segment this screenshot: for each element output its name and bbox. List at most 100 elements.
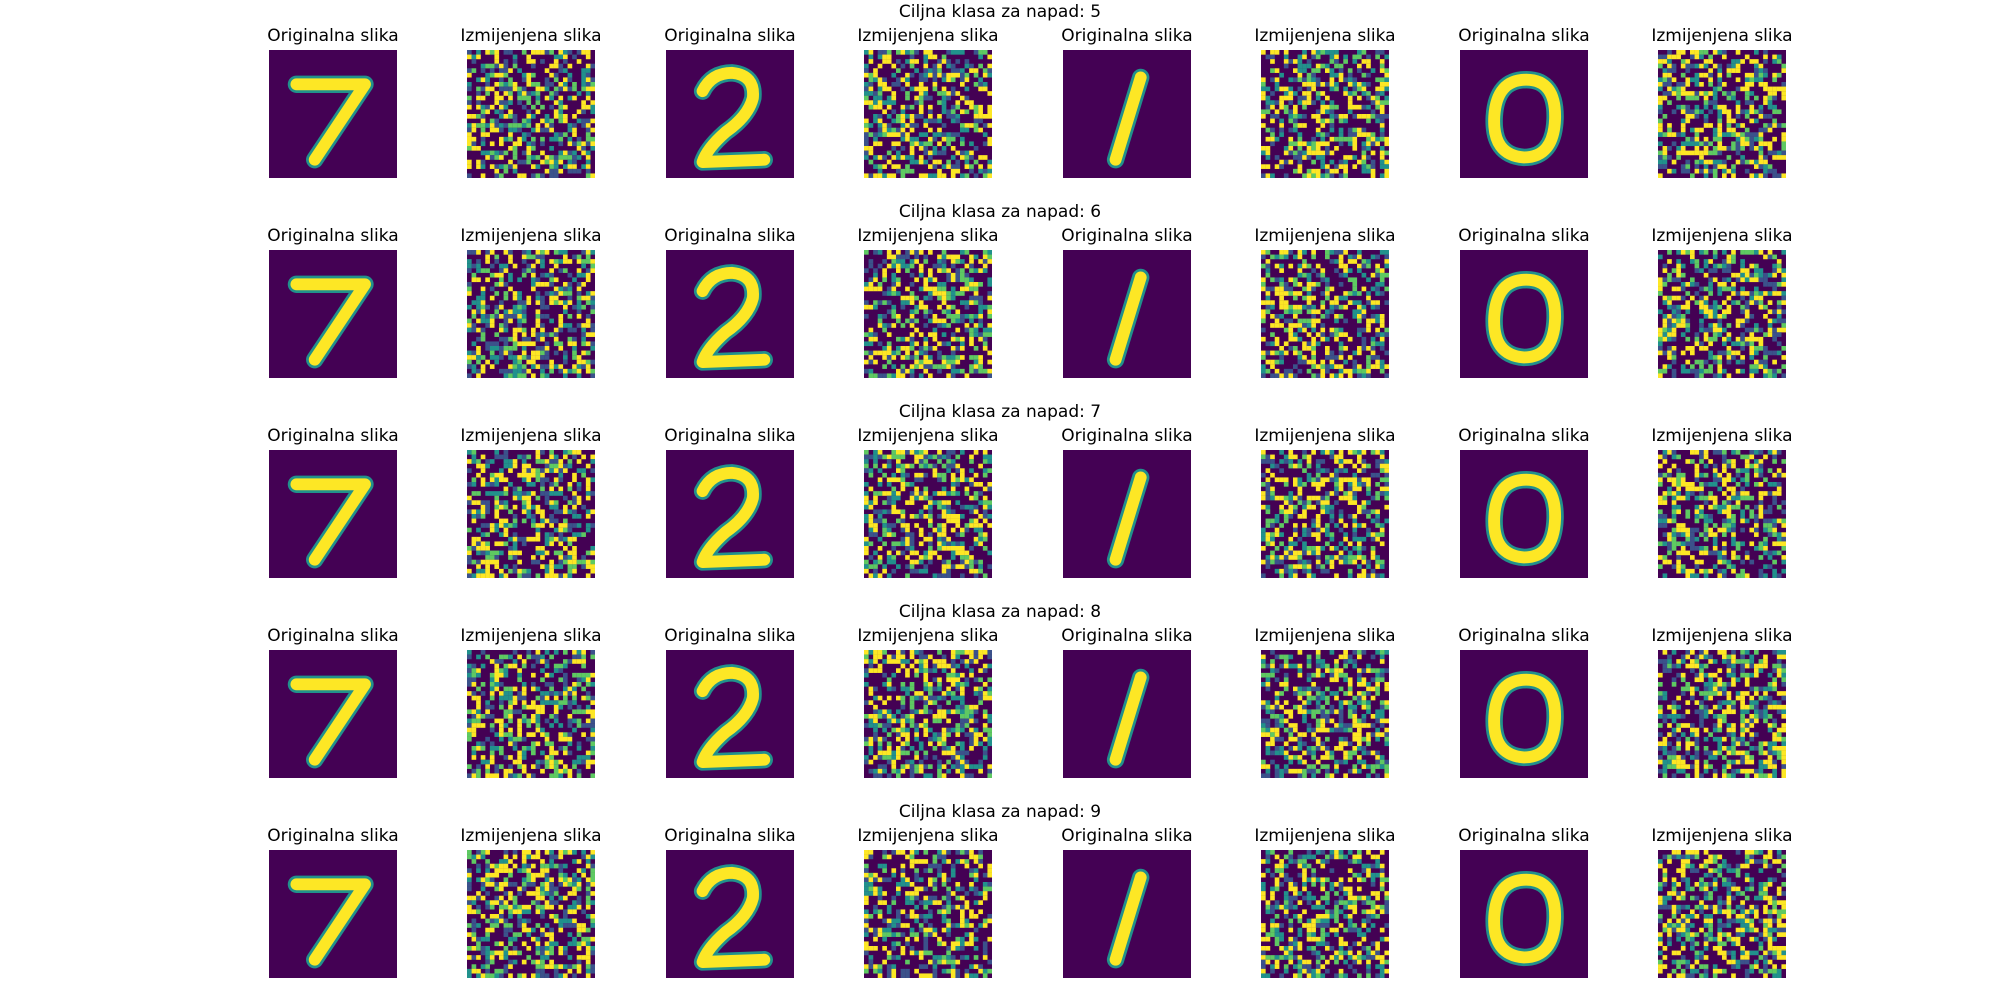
perturbation-pixel xyxy=(499,472,504,478)
perturbation-pixel xyxy=(1658,173,1663,178)
perturbation-pixel xyxy=(1685,486,1691,492)
perturbation-pixel xyxy=(900,86,906,92)
perturbation-pixel xyxy=(1366,300,1371,305)
perturbation-pixel xyxy=(480,568,486,574)
perturbation-pixel xyxy=(1754,118,1759,124)
perturbation-pixel xyxy=(1270,536,1275,542)
perturbation-pixel xyxy=(1694,259,1700,264)
perturbation-pixel xyxy=(1334,336,1339,342)
perturbation-pixel xyxy=(489,323,495,328)
perturbation-pixel xyxy=(526,341,532,347)
perturbation-pixel xyxy=(1726,359,1732,365)
perturbation-pixel xyxy=(1315,318,1321,324)
perturbation-pixel xyxy=(590,63,595,69)
perturbation-pixel xyxy=(1329,136,1335,142)
perturbation-pixel xyxy=(1325,254,1330,260)
perturbation-pixel xyxy=(540,332,545,337)
perturbation-pixel xyxy=(1767,254,1773,260)
perturbation-pixel xyxy=(1261,277,1266,283)
perturbation-pixel xyxy=(1708,68,1713,73)
perturbation-pixel xyxy=(549,146,554,151)
perturbation-pixel xyxy=(1288,514,1294,519)
perturbation-pixel xyxy=(558,118,564,124)
perturbation-pixel xyxy=(1690,486,1695,492)
perturbation-pixel xyxy=(1311,477,1316,483)
perturbation-pixel xyxy=(982,132,988,137)
perturbation-pixel xyxy=(1754,346,1759,351)
perturbation-pixel xyxy=(1361,82,1367,87)
perturbation-pixel xyxy=(1767,527,1773,533)
perturbation-pixel xyxy=(1366,95,1371,101)
perturbation-pixel xyxy=(1361,164,1367,169)
perturbation-pixel xyxy=(1279,300,1284,305)
perturbation-pixel xyxy=(1370,364,1376,369)
perturbation-pixel xyxy=(1297,100,1303,105)
perturbation-pixel xyxy=(544,168,550,174)
perturbation-pixel xyxy=(1334,168,1339,174)
perturbation-pixel xyxy=(1699,495,1704,501)
perturbation-pixel xyxy=(535,346,541,351)
perturbation-pixel xyxy=(1352,155,1358,160)
perturbation-pixel xyxy=(521,123,527,128)
perturbation-pixel xyxy=(918,250,924,255)
perturbation-pixel xyxy=(1772,104,1777,110)
perturbation-pixel xyxy=(891,523,897,528)
perturbation-pixel xyxy=(937,259,942,264)
perturbation-pixel xyxy=(521,259,527,264)
perturbation-pixel xyxy=(585,254,591,260)
perturbation-pixel xyxy=(937,454,942,460)
perturbation-pixel xyxy=(1361,546,1367,551)
perturbation-pixel xyxy=(987,368,992,374)
adversarial-digit-7-image xyxy=(467,450,595,578)
perturbation-pixel xyxy=(1261,536,1266,542)
perturbation-pixel xyxy=(1744,309,1750,315)
perturbation-pixel xyxy=(558,463,564,469)
perturbation-pixel xyxy=(521,118,527,124)
perturbation-pixel xyxy=(563,468,568,473)
perturbation-pixel xyxy=(476,514,481,519)
perturbation-pixel xyxy=(1375,491,1380,496)
perturbation-pixel xyxy=(526,59,532,64)
perturbation-pixel xyxy=(572,54,577,60)
perturbation-pixel xyxy=(531,359,536,365)
perturbation-pixel xyxy=(508,123,513,128)
perturbation-pixel xyxy=(937,350,942,356)
perturbation-pixel xyxy=(1325,532,1330,537)
perturbation-pixel xyxy=(494,50,500,55)
perturbation-pixel xyxy=(909,550,915,556)
perturbation-pixel xyxy=(1758,504,1764,510)
perturbation-pixel xyxy=(508,272,513,278)
perturbation-pixel xyxy=(1667,318,1672,324)
perturbation-pixel xyxy=(558,168,564,174)
perturbation-pixel xyxy=(960,355,965,360)
perturbation-pixel xyxy=(1671,500,1677,505)
perturbation-pixel xyxy=(1375,495,1380,501)
perturbation-pixel xyxy=(1320,468,1326,473)
perturbation-pixel xyxy=(567,63,573,69)
perturbation-pixel xyxy=(1343,477,1348,483)
perturbation-pixel xyxy=(1338,136,1344,142)
perturbation-pixel xyxy=(1685,59,1691,64)
perturbation-pixel xyxy=(1685,114,1691,119)
perturbation-pixel xyxy=(1676,54,1681,60)
perturbation-pixel xyxy=(1274,263,1280,269)
perturbation-pixel xyxy=(1334,482,1339,487)
perturbation-pixel xyxy=(950,104,956,110)
perturbation-pixel xyxy=(476,463,481,469)
perturbation-pixel xyxy=(877,482,883,487)
perturbation-pixel xyxy=(950,491,956,496)
perturbation-pixel xyxy=(941,132,947,137)
perturbation-pixel xyxy=(873,350,878,356)
perturbation-pixel xyxy=(1735,336,1741,342)
perturbation-pixel xyxy=(1658,309,1663,315)
perturbation-pixel xyxy=(540,150,545,156)
perturbation-pixel xyxy=(941,486,947,492)
perturbation-pixel xyxy=(1329,536,1335,542)
perturbation-pixel xyxy=(928,546,933,551)
perturbation-pixel xyxy=(864,300,869,305)
perturbation-pixel xyxy=(1676,532,1681,537)
perturbation-pixel xyxy=(1311,495,1316,501)
perturbation-pixel xyxy=(1703,368,1709,374)
perturbation-pixel xyxy=(1293,109,1298,115)
digit-stroke xyxy=(1488,273,1562,364)
